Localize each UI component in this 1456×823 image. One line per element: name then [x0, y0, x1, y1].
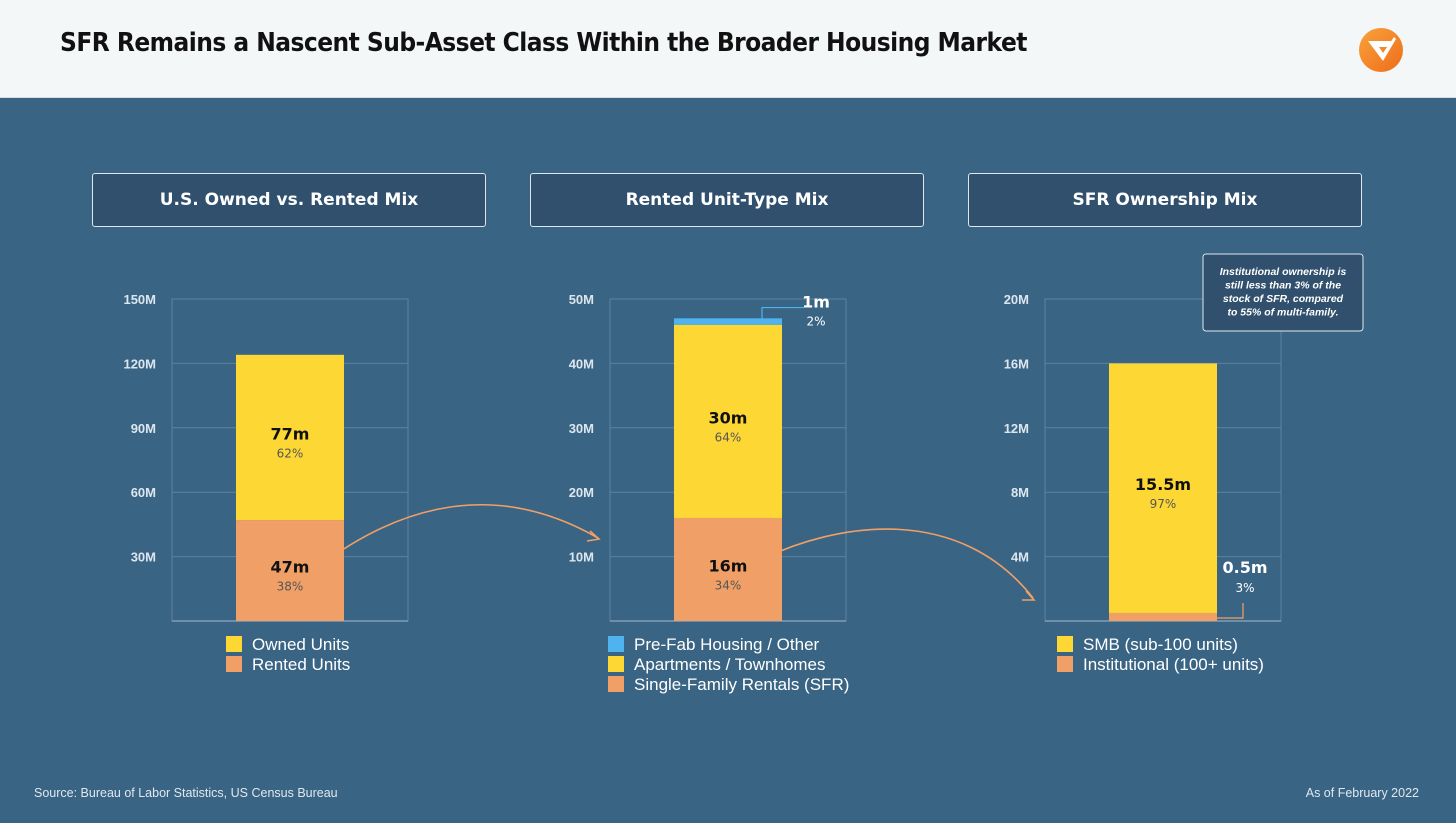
chart-0-data-label: 77m [271, 424, 310, 443]
chart-1-data-label: 16m [709, 556, 748, 575]
arrow-rented-to-unit-type [317, 504, 599, 568]
chart-0-data-label: 47m [271, 558, 310, 577]
chart-1-tick-label: 10M [569, 550, 594, 565]
chart-0-legend-swatch [226, 636, 242, 652]
chart-1-legend-swatch [608, 636, 624, 652]
chart-1-callout-line [761, 306, 804, 322]
chart-1-legend-label: Single-Family Rentals (SFR) [634, 675, 849, 694]
chart-1-data-label: 30m [709, 408, 748, 427]
annotation-line: stock of SFR, compared [1223, 293, 1344, 305]
chart-0-tick-label: 60M [131, 485, 156, 500]
header-bar: SFR Remains a Nascent Sub-Asset Class Wi… [0, 0, 1456, 98]
chart-0-pct-label: 38% [277, 580, 304, 594]
chart-2-pct-label: 97% [1150, 497, 1177, 511]
chart-0-tick-label: 30M [131, 550, 156, 565]
chart-1-tick-label: 50M [569, 292, 594, 307]
chart-1-bar-segment [674, 324, 782, 518]
chart-1-bar-segment [674, 517, 782, 621]
chart-2-legend-label: Institutional (100+ units) [1083, 655, 1264, 674]
chart-1-data-label: 1m [802, 293, 830, 312]
chart-1-bar-segment [674, 318, 782, 325]
chart-0-bar-segment [236, 354, 344, 521]
chart-1-pct-label: 64% [715, 430, 742, 444]
chart-1-pct-label: 34% [715, 578, 742, 592]
chart-2-tick-label: 20M [1004, 292, 1029, 307]
chart-2-bar-segment [1109, 612, 1217, 621]
brand-logo-icon [1359, 28, 1403, 72]
chart-1-legend-swatch [608, 676, 624, 692]
date-note: As of February 2022 [1305, 786, 1419, 800]
arrowhead-icon [1022, 590, 1036, 601]
chart-2-callout-line [1217, 602, 1244, 619]
chart-1-pct-label: 2% [806, 315, 825, 329]
chart-2-data-label: 0.5m [1222, 558, 1267, 577]
chart-1-legend-label: Apartments / Townhomes [634, 655, 826, 674]
annotation-line: to 55% of multi-family. [1227, 307, 1338, 319]
chart-2-data-label: 15.5m [1135, 475, 1191, 494]
chart-2-pct-label: 3% [1235, 581, 1254, 595]
arrow-sfr-to-ownership [755, 528, 1034, 599]
arrowhead-icon [586, 530, 601, 542]
chart-1-tick-label: 40M [569, 356, 594, 371]
panel-title-owned-vs-rented: U.S. Owned vs. Rented Mix [92, 173, 486, 227]
chart-1-legend-swatch [608, 656, 624, 672]
chart-1-tick-label: 30M [569, 421, 594, 436]
chart-0-tick-label: 150M [123, 292, 156, 307]
chart-0-legend-label: Rented Units [252, 655, 350, 674]
chart-2-legend-label: SMB (sub-100 units) [1083, 635, 1238, 654]
page-title: SFR Remains a Nascent Sub-Asset Class Wi… [60, 28, 1027, 58]
chart-2-legend-swatch [1057, 656, 1073, 672]
panel-title-rented-unit-type: Rented Unit-Type Mix [530, 173, 924, 227]
chart-0-tick-label: 90M [131, 421, 156, 436]
chart-2-tick-label: 4M [1011, 550, 1029, 565]
annotation-line: Institutional ownership is [1220, 266, 1347, 278]
annotation-line: still less than 3% of the [1225, 280, 1341, 292]
chart-2-bar-segment [1109, 363, 1217, 613]
chart-1-tick-label: 20M [569, 485, 594, 500]
panel-title-sfr-ownership: SFR Ownership Mix [968, 173, 1362, 227]
chart-0-legend-swatch [226, 656, 242, 672]
chart-2-legend-swatch [1057, 636, 1073, 652]
chart-2-tick-label: 12M [1004, 421, 1029, 436]
chart-0-pct-label: 62% [277, 446, 304, 460]
chart-2-tick-label: 8M [1011, 485, 1029, 500]
chart-0-tick-label: 120M [123, 356, 156, 371]
chart-2-tick-label: 16M [1004, 356, 1029, 371]
chart-0-legend-label: Owned Units [252, 635, 349, 654]
chart-0-bar-segment [236, 520, 344, 621]
annotation-box [1202, 253, 1364, 332]
chart-1-legend-label: Pre-Fab Housing / Other [634, 635, 820, 654]
source-note: Source: Bureau of Labor Statistics, US C… [34, 786, 338, 800]
